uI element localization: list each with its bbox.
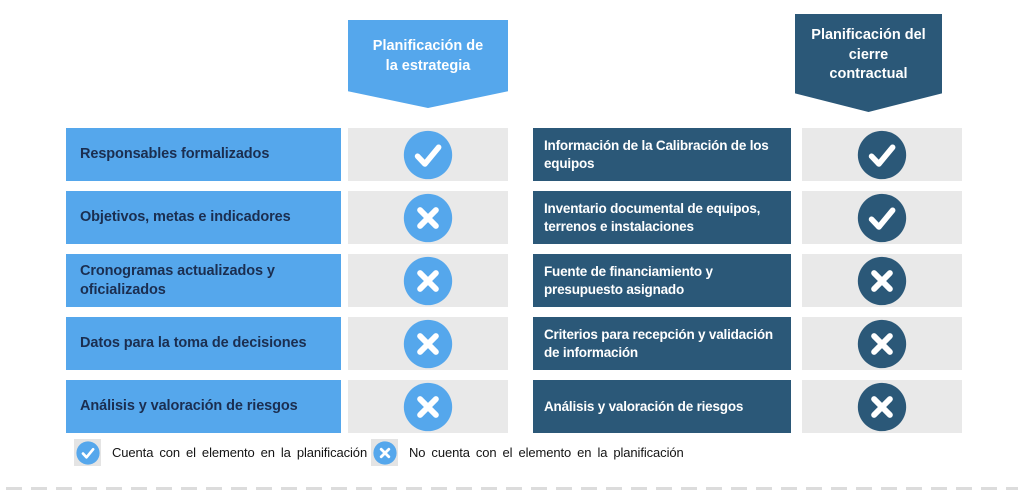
strategy-row-label: Objetivos, metas e indicadores (66, 191, 341, 244)
strategy-row-label: Responsables formalizados (66, 128, 341, 181)
strategy-labels-column: Responsables formalizados Objetivos, meta… (66, 128, 341, 433)
strategy-row-label: Cronogramas actualizados y oficializados (66, 254, 341, 307)
cross-icon (857, 319, 907, 369)
status-strip (348, 317, 508, 370)
cross-icon (403, 319, 453, 369)
status-strip (348, 254, 508, 307)
cross-icon (403, 193, 453, 243)
contract-closure-planning-header: Planificación del cierre contractual (795, 14, 942, 112)
legend-item-cross: No cuenta con el elemento en la planific… (371, 439, 684, 466)
check-icon (857, 193, 907, 243)
cross-icon (857, 382, 907, 432)
legend-cross-chip (371, 439, 398, 466)
legend-check-label: Cuenta con el elemento en la planificaci… (112, 445, 368, 460)
check-icon (857, 130, 907, 180)
check-icon (75, 440, 100, 465)
status-strip (802, 380, 962, 433)
legend-cross-label: No cuenta con el elemento en la planific… (409, 445, 684, 460)
status-strip (802, 254, 962, 307)
strategy-status-column (348, 128, 508, 433)
status-strip (802, 317, 962, 370)
status-strip (348, 191, 508, 244)
cross-icon (372, 440, 397, 465)
closure-row-label: Información de la Calibración de los equ… (533, 128, 791, 181)
closure-status-column (802, 128, 962, 433)
closure-row-label: Fuente de financiamiento y presupuesto a… (533, 254, 791, 307)
cross-icon (403, 382, 453, 432)
closure-row-label: Criterios para recepción y validación de… (533, 317, 791, 370)
bottom-dashed-divider (6, 487, 1018, 490)
strategy-row-label: Datos para la toma de decisiones (66, 317, 341, 370)
closure-row-label: Análisis y valoración de riesgos (533, 380, 791, 433)
status-strip (802, 128, 962, 181)
check-icon (403, 130, 453, 180)
status-strip (348, 128, 508, 181)
strategy-planning-header: Planificación de la estrategia (348, 20, 508, 108)
legend-check-chip (74, 439, 101, 466)
status-strip (348, 380, 508, 433)
cross-icon (857, 256, 907, 306)
status-strip (802, 191, 962, 244)
closure-labels-column: Información de la Calibración de los equ… (533, 128, 791, 433)
cross-icon (403, 256, 453, 306)
closure-row-label: Inventario documental de equipos, terren… (533, 191, 791, 244)
legend-item-check: Cuenta con el elemento en la planificaci… (74, 439, 367, 466)
strategy-row-label: Análisis y valoración de riesgos (66, 380, 341, 433)
